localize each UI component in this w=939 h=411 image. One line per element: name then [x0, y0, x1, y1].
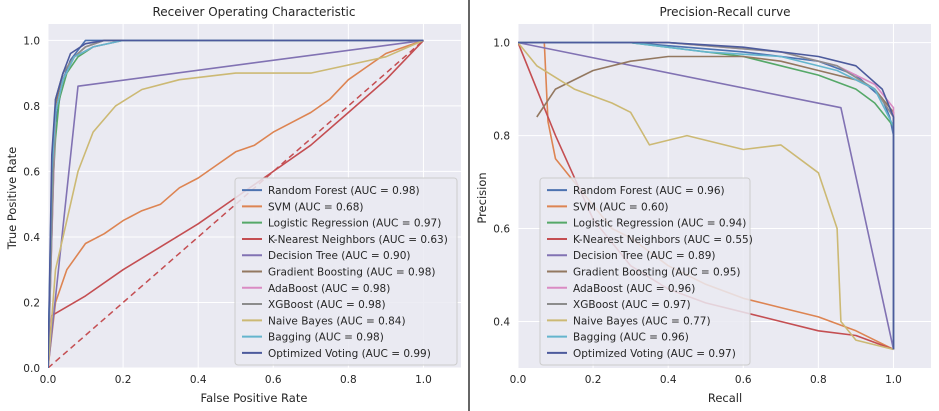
- y-tick-label: 0.0: [23, 363, 40, 375]
- y-tick-label: 1.0: [493, 38, 510, 50]
- series-line-1: [48, 39, 424, 368]
- x-axis-label: Recall: [708, 391, 742, 405]
- legend-entry: Logistic Regression (AUC = 0.94): [573, 218, 746, 230]
- legend-entry: Naive Bayes (AUC = 0.84): [268, 315, 406, 327]
- legend-entry: Logistic Regression (AUC = 0.97): [268, 218, 441, 230]
- x-tick-label: 0.2: [585, 374, 602, 386]
- y-axis-label: Precision: [475, 172, 489, 223]
- y-tick-label: 0.6: [23, 166, 40, 178]
- y-tick-label: 0.4: [23, 232, 40, 244]
- legend-entry: Optimized Voting (AUC = 0.97): [573, 348, 736, 360]
- series-line-8: [48, 39, 424, 368]
- legend: Random Forest (AUC = 0.98) SVM (AUC = 0.6…: [234, 177, 458, 366]
- roc-chart: Receiver Operating Characteristic False …: [5, 5, 461, 405]
- series-line-3: [48, 39, 425, 368]
- series-line-4: [518, 41, 895, 350]
- legend-entry: Gradient Boosting (AUC = 0.98): [268, 267, 436, 279]
- x-tick-label: 0.8: [340, 374, 357, 386]
- x-tick-label: 0.4: [190, 374, 207, 386]
- legend: Random Forest (AUC = 0.96) SVM (AUC = 0.6…: [539, 177, 753, 366]
- x-tick-label: 0.0: [510, 374, 527, 386]
- chance-line: [48, 39, 424, 368]
- x-tick-label: 0.6: [265, 374, 282, 386]
- legend-entry: XGBoost (AUC = 0.98): [268, 299, 386, 311]
- y-tick-label: 0.6: [493, 224, 510, 236]
- legend-entry: SVM (AUC = 0.68): [268, 201, 364, 213]
- x-tick-label: 0.8: [810, 374, 827, 386]
- y-tick-label: 1.0: [23, 35, 40, 47]
- y-tick-label: 0.2: [23, 297, 40, 309]
- precision-recall-chart: Precision-Recall curve Recall Precision …: [475, 5, 931, 405]
- x-tick-label: 0.6: [735, 374, 752, 386]
- legend-entry: AdaBoost (AUC = 0.98): [268, 283, 390, 295]
- y-tick-label: 0.8: [493, 131, 510, 143]
- legend-entry: Decision Tree (AUC = 0.90): [268, 250, 411, 262]
- legend-entry: Gradient Boosting (AUC = 0.95): [573, 267, 741, 279]
- y-tick-label: 0.8: [23, 101, 40, 113]
- y-tick-label: 0.4: [493, 317, 510, 329]
- legend-entry: Naive Bayes (AUC = 0.77): [573, 315, 711, 327]
- legend-entry: Optimized Voting (AUC = 0.99): [268, 348, 431, 360]
- chart-title: Precision-Recall curve: [659, 5, 790, 19]
- x-axis-label: False Positive Rate: [201, 391, 308, 405]
- legend-entry: Random Forest (AUC = 0.96): [573, 185, 725, 197]
- series-line-4: [48, 39, 424, 368]
- chart-title: Receiver Operating Characteristic: [152, 5, 355, 19]
- legend-entry: Random Forest (AUC = 0.98): [268, 185, 420, 197]
- legend-entry: Bagging (AUC = 0.96): [573, 332, 689, 344]
- x-tick-label: 0.0: [40, 374, 57, 386]
- legend-entry: K-Nearest Neighbors (AUC = 0.63): [268, 234, 448, 246]
- x-tick-label: 0.4: [660, 374, 677, 386]
- legend-entry: AdaBoost (AUC = 0.96): [573, 283, 695, 295]
- x-tick-label: 0.2: [115, 374, 132, 386]
- series-line-10: [48, 39, 424, 368]
- series-line-10: [518, 41, 895, 350]
- legend-entry: XGBoost (AUC = 0.97): [573, 299, 691, 311]
- series-line-9: [518, 41, 895, 350]
- x-tick-label: 1.0: [885, 374, 902, 386]
- legend-entry: SVM (AUC = 0.60): [573, 201, 669, 213]
- x-tick-label: 1.0: [415, 374, 432, 386]
- legend-entry: Decision Tree (AUC = 0.89): [573, 250, 716, 262]
- legend-entry: Bagging (AUC = 0.98): [268, 332, 384, 344]
- series-line-8: [518, 42, 894, 351]
- y-axis-label: True Positive Rate: [5, 147, 19, 250]
- legend-entry: K-Nearest Neighbors (AUC = 0.55): [573, 234, 753, 246]
